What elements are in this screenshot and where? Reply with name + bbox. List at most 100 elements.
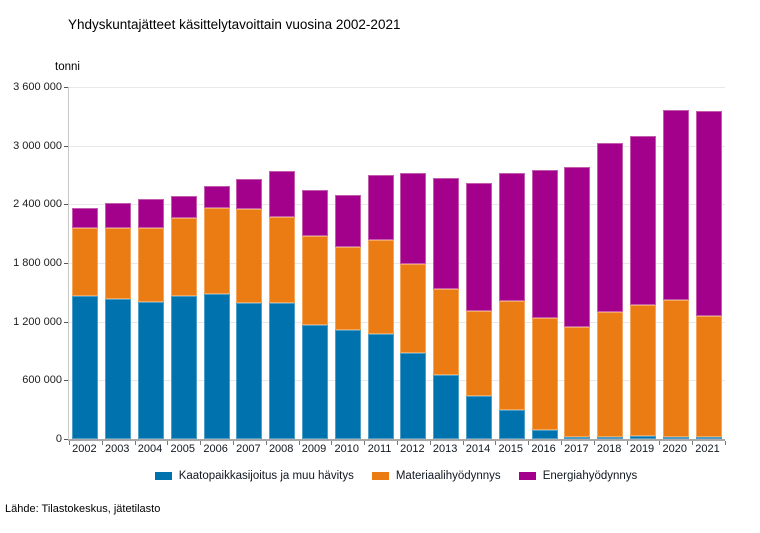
bar-segment-2010-materiaali[interactable] (334, 247, 361, 330)
chart-title: Yhdyskuntajätteet käsittelytavoittain vu… (68, 17, 401, 32)
gridline (69, 322, 725, 323)
bar-segment-2008-materiaali[interactable] (269, 216, 296, 304)
bar-2014 (463, 87, 496, 439)
bar-segment-2021-energia[interactable] (695, 110, 722, 317)
x-axis-label-2020: 2020 (662, 443, 687, 455)
bar-2019 (627, 87, 660, 439)
x-axis-tick (101, 441, 103, 445)
bar-2016 (528, 87, 561, 439)
bar-segment-2021-materiaali[interactable] (695, 316, 722, 437)
bar-segment-2003-materiaali[interactable] (105, 228, 132, 299)
bar-segment-2005-energia[interactable] (170, 195, 197, 219)
bar-segment-2017-materiaali[interactable] (564, 327, 591, 437)
bar-segment-2020-kaatopaikka[interactable] (662, 437, 689, 439)
bar-segment-2013-materiaali[interactable] (433, 289, 460, 376)
bar-segment-2003-energia[interactable] (105, 202, 132, 229)
bar-segment-2018-kaatopaikka[interactable] (597, 437, 624, 439)
bar-segment-2014-kaatopaikka[interactable] (465, 395, 492, 439)
bar-segment-2009-energia[interactable] (301, 190, 328, 236)
bar-segment-2006-energia[interactable] (203, 186, 230, 209)
gridline (69, 87, 725, 88)
bar-segment-2012-materiaali[interactable] (400, 264, 427, 353)
source-note: Lähde: Tilastokeskus, jätetilasto (5, 503, 161, 515)
y-axis-tick-label: 0 (55, 433, 62, 445)
x-axis-label-2004: 2004 (137, 443, 163, 455)
bar-segment-2002-materiaali[interactable] (72, 228, 99, 297)
x-axis-tick (364, 441, 366, 445)
bar-segment-2012-energia[interactable] (400, 172, 427, 264)
bar-segment-2010-kaatopaikka[interactable] (334, 329, 361, 439)
bar-segment-2015-materiaali[interactable] (498, 301, 525, 411)
gridline (69, 263, 725, 264)
legend-item-kaatopaikka[interactable]: Kaatopaikkasijoitus ja muu hävitys (154, 470, 354, 482)
bar-segment-2003-kaatopaikka[interactable] (105, 298, 132, 439)
bar-segment-2013-energia[interactable] (433, 178, 460, 290)
bar-segment-2008-kaatopaikka[interactable] (269, 303, 296, 439)
gridline (69, 380, 725, 381)
x-axis-label-2010: 2010 (334, 443, 360, 455)
bar-segment-2017-energia[interactable] (564, 167, 591, 328)
x-axis-tick (265, 441, 267, 445)
bar-segment-2013-kaatopaikka[interactable] (433, 375, 460, 439)
bar-segment-2017-kaatopaikka[interactable] (564, 436, 591, 439)
bar-segment-2004-materiaali[interactable] (137, 227, 164, 303)
x-axis-tick (298, 441, 300, 445)
bar-2020 (659, 87, 692, 439)
bar-segment-2011-energia[interactable] (367, 175, 394, 241)
y-axis-tick (64, 263, 68, 264)
gridline (69, 146, 725, 147)
bar-segment-2007-materiaali[interactable] (236, 209, 263, 303)
bar-segment-2018-energia[interactable] (597, 143, 624, 313)
bar-segment-2015-kaatopaikka[interactable] (498, 410, 525, 439)
bar-segment-2016-kaatopaikka[interactable] (531, 430, 558, 439)
bar-segment-2009-kaatopaikka[interactable] (301, 325, 328, 439)
bar-segment-2009-materiaali[interactable] (301, 235, 328, 326)
bar-segment-2006-kaatopaikka[interactable] (203, 293, 230, 439)
bar-segment-2007-energia[interactable] (236, 179, 263, 210)
legend-item-materiaali[interactable]: Materiaalihyödynnys (371, 470, 501, 482)
bar-segment-2021-kaatopaikka[interactable] (695, 437, 722, 439)
x-axis-label-2009: 2009 (301, 443, 327, 455)
x-axis-tick (331, 441, 333, 445)
bar-segment-2004-kaatopaikka[interactable] (137, 302, 164, 439)
bar-segment-2019-energia[interactable] (629, 135, 656, 306)
x-axis-tick (462, 441, 464, 445)
bar-segment-2016-energia[interactable] (531, 170, 558, 318)
y-axis-tick (64, 87, 68, 88)
x-axis-label-2018: 2018 (596, 443, 622, 455)
legend-item-energia[interactable]: Energiahyödynnys (518, 470, 638, 482)
bar-segment-2019-materiaali[interactable] (629, 305, 656, 436)
legend-label: Energiahyödynnys (542, 470, 638, 482)
y-axis-tick (64, 380, 68, 381)
x-axis-tick (561, 441, 562, 445)
bar-segment-2011-kaatopaikka[interactable] (367, 334, 394, 439)
bar-segment-2005-kaatopaikka[interactable] (170, 295, 197, 439)
bar-segment-2015-energia[interactable] (498, 172, 525, 302)
bar-segment-2011-materiaali[interactable] (367, 240, 394, 335)
bar-segment-2006-materiaali[interactable] (203, 208, 230, 294)
bar-segment-2020-energia[interactable] (662, 110, 689, 300)
bar-segment-2012-kaatopaikka[interactable] (400, 352, 427, 439)
x-axis-label-2011: 2011 (367, 443, 392, 455)
bar-segment-2019-kaatopaikka[interactable] (629, 435, 656, 439)
x-axis-label-2014: 2014 (465, 443, 491, 455)
bar-2015 (495, 87, 528, 439)
bar-segment-2020-materiaali[interactable] (662, 299, 689, 437)
x-axis-tick (167, 441, 169, 445)
bar-2010 (331, 87, 364, 439)
bar-segment-2005-materiaali[interactable] (170, 218, 197, 296)
y-axis-tick (64, 146, 68, 147)
bar-segment-2014-energia[interactable] (465, 183, 492, 311)
bar-segment-2007-kaatopaikka[interactable] (236, 302, 263, 439)
bar-segment-2002-kaatopaikka[interactable] (72, 296, 99, 439)
bar-segment-2010-energia[interactable] (334, 194, 361, 248)
x-axis-tick (659, 441, 661, 445)
bar-segment-2008-energia[interactable] (269, 170, 296, 217)
bar-segment-2004-energia[interactable] (137, 199, 164, 228)
bar-segment-2016-materiaali[interactable] (531, 317, 558, 431)
bar-segment-2018-materiaali[interactable] (597, 312, 624, 437)
x-axis-tick (233, 441, 234, 445)
bar-segment-2014-materiaali[interactable] (465, 310, 492, 396)
legend-label: Kaatopaikkasijoitus ja muu hävitys (178, 470, 354, 482)
bar-segment-2002-energia[interactable] (72, 207, 99, 229)
